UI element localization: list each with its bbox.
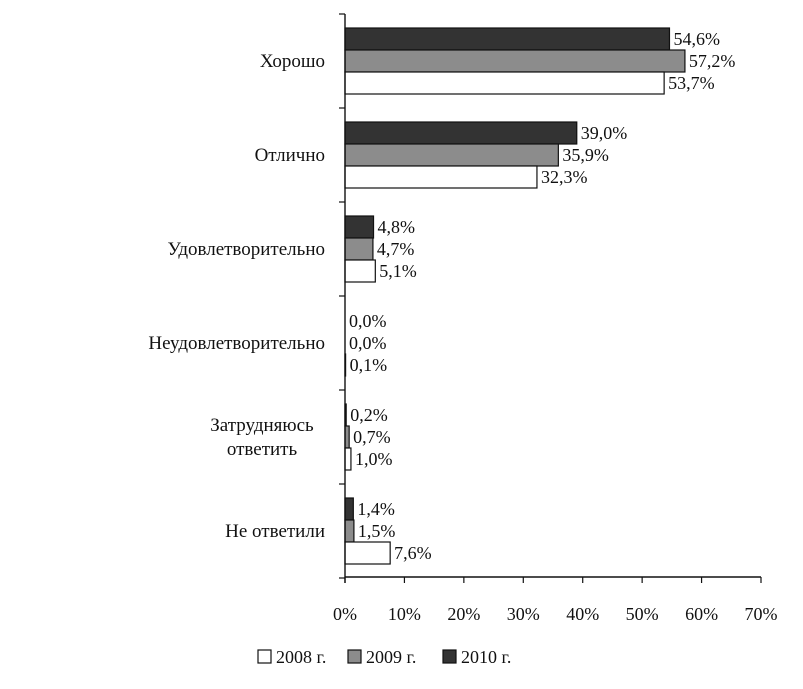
value-label: 39,0%	[581, 123, 628, 143]
value-label: 7,6%	[394, 543, 432, 563]
x-tick-label: 40%	[566, 604, 599, 624]
axes-group: 0% 10% 20% 30% 40% 50% 60% 70%	[333, 13, 778, 624]
bar-0-1	[344, 49, 686, 73]
value-label: 0,2%	[350, 405, 388, 425]
value-label: 0,7%	[353, 427, 391, 447]
category-label: Не ответили	[225, 521, 325, 542]
bar-5-1	[344, 519, 355, 543]
category-label: ответить	[227, 439, 298, 460]
bar-2-2	[344, 259, 376, 283]
value-label: 1,5%	[358, 521, 396, 541]
labels-group: 54,6%57,2%53,7% Хорошо 39,0%35,9%32,3% Отли…	[148, 29, 735, 563]
value-label: 0,1%	[350, 355, 388, 375]
value-label: 1,4%	[357, 499, 395, 519]
x-tick-label: 20%	[447, 604, 480, 624]
value-label: 4,8%	[378, 217, 416, 237]
value-label: 53,7%	[668, 73, 715, 93]
value-label: 57,2%	[689, 51, 736, 71]
bar-5-2	[344, 541, 391, 565]
value-label: 0,0%	[349, 333, 387, 353]
value-label: 4,7%	[377, 239, 415, 259]
legend-swatch	[442, 649, 457, 664]
legend-swatch	[257, 649, 272, 664]
legend: 2008 г. 2009 г. 2010 г.	[257, 647, 511, 667]
bars-group	[344, 27, 686, 565]
x-tick-label: 70%	[745, 604, 778, 624]
bar-0-2	[344, 71, 665, 95]
x-tick-label: 0%	[333, 604, 357, 624]
x-tick-label: 60%	[685, 604, 718, 624]
x-tick-label: 30%	[507, 604, 540, 624]
category-label: Хорошо	[260, 51, 325, 72]
bar-0-0	[344, 27, 671, 51]
bar-2-1	[344, 237, 374, 261]
legend-swatch	[347, 649, 362, 664]
category-label: Отлично	[255, 145, 325, 166]
value-label: 1,0%	[355, 449, 393, 469]
bar-5-0	[344, 497, 354, 521]
category-label: Удовлетворительно	[168, 239, 325, 260]
bar-2-0	[344, 215, 375, 239]
legend-label: 2009 г.	[366, 647, 416, 667]
bar-4-2	[344, 447, 352, 471]
bar-1-1	[344, 143, 559, 167]
value-label: 32,3%	[541, 167, 588, 187]
value-label: 0,0%	[349, 311, 387, 331]
value-label: 5,1%	[379, 261, 417, 281]
bar-1-2	[344, 165, 538, 189]
category-label: Затрудняюсь	[210, 415, 314, 436]
x-tick-label: 50%	[626, 604, 659, 624]
legend-label: 2010 г.	[461, 647, 511, 667]
category-label: Неудовлетворительно	[148, 333, 325, 354]
legend-label: 2008 г.	[276, 647, 326, 667]
x-tick-label: 10%	[388, 604, 421, 624]
value-label: 54,6%	[673, 29, 720, 49]
value-label: 35,9%	[562, 145, 609, 165]
bar-1-0	[344, 121, 578, 145]
